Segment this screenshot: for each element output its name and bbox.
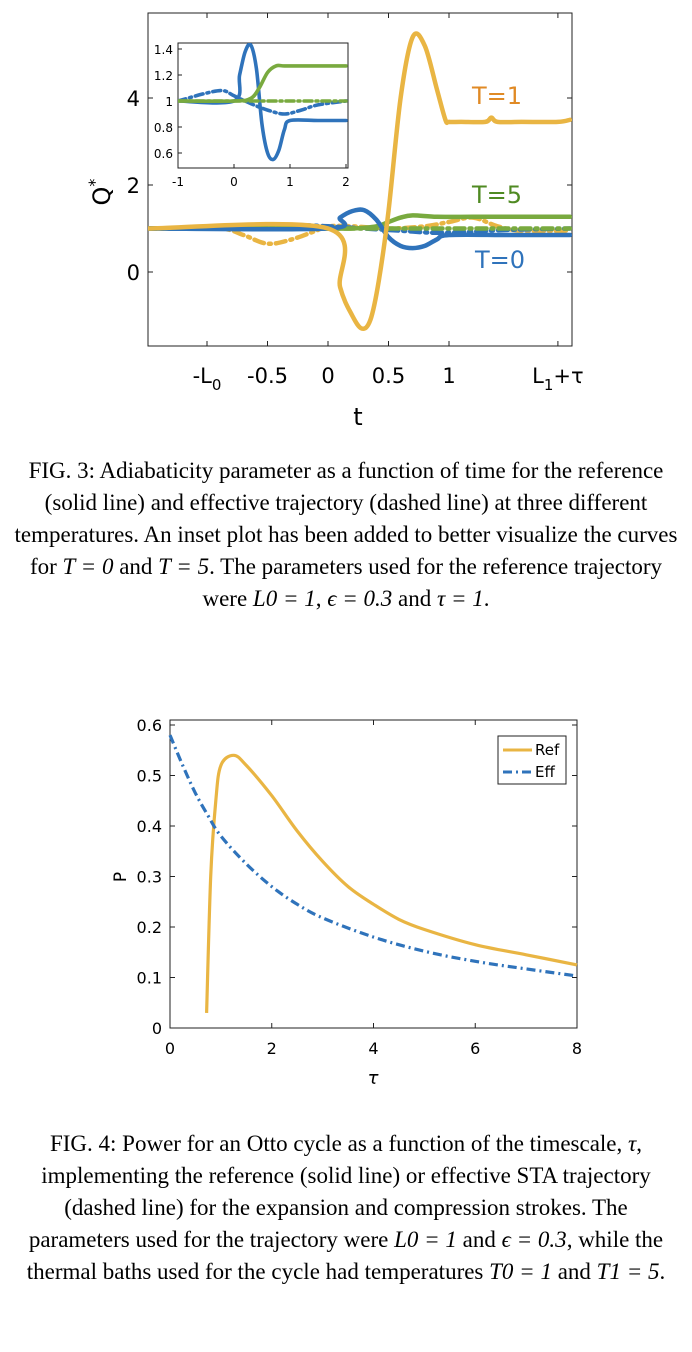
fig3-xtick-label: 1 <box>442 364 455 388</box>
inset-xtick-label: 1 <box>286 175 294 189</box>
legend-eff-label: Eff <box>535 763 555 781</box>
fig4-xtick-label: 4 <box>368 1039 378 1058</box>
fig3-xtick-label: -0.5 <box>247 364 288 388</box>
inset-series-T0-dashed <box>178 88 348 116</box>
fig4-xtick-label: 8 <box>572 1039 582 1058</box>
fig3-plot-frame <box>147 12 573 347</box>
fig3-series-T0-solid <box>148 207 572 251</box>
inset-ytick-label: 0.8 <box>154 121 173 135</box>
inset-xtick-label: 0 <box>230 175 238 189</box>
fig4-xlabel: τ <box>368 1068 379 1089</box>
fig3-xtick-label: L1+τ <box>532 364 584 394</box>
fig3-ylabel-sup: * <box>85 179 104 187</box>
fig3-ytick-label: 2 <box>127 174 140 198</box>
fig3-caption: FIG. 3: Adiabaticity parameter as a func… <box>14 458 678 611</box>
inset-series-T5-solid <box>178 63 348 103</box>
fig4-series-eff <box>168 734 578 978</box>
inset-series-T0-solid <box>178 43 348 162</box>
fig4-caption: FIG. 4: Power for an Otto cycle as a fun… <box>26 1131 666 1284</box>
fig4-legend: Ref Eff <box>497 735 567 785</box>
inset-ytick-label: 1 <box>165 95 173 109</box>
inset-ytick-label: 0.6 <box>154 147 173 161</box>
fig4-xtick-label: 6 <box>470 1039 480 1058</box>
fig3-xtick-label: -L0 <box>193 364 222 394</box>
fig4-xtick-label: 2 <box>267 1039 277 1058</box>
fig3-ytick-label: 4 <box>127 87 140 111</box>
fig4-ytick-label: 0.5 <box>137 767 162 786</box>
fig4-ytick-label: 0.2 <box>137 918 162 937</box>
fig4-ylabel: P <box>111 872 131 882</box>
fig4-xtick-label: 0 <box>165 1039 175 1058</box>
fig4-ytick-label: 0 <box>152 1019 162 1038</box>
fig3-xtick-label: 0.5 <box>372 364 405 388</box>
label-t5: T=5 <box>471 181 522 209</box>
fig4-ytick-label: 0.4 <box>137 817 162 836</box>
fig3-chart: 024 -L0 -0.5 0 0.5 1 L1+τ 0.60.811.21.4-1 0 1 2 … <box>85 12 584 431</box>
fig4-ytick-label: 0.1 <box>137 969 162 988</box>
inset-ytick-label: 1.2 <box>154 69 173 83</box>
inset-frame <box>177 42 349 169</box>
fig4-ytick-label: 0.3 <box>137 868 162 887</box>
inset-ytick-label: 1.4 <box>154 43 173 57</box>
inset-xtick-label: -1 <box>172 175 184 189</box>
fig3-ytick-label: 0 <box>127 261 140 285</box>
fig3-xlabel: t <box>353 403 362 431</box>
label-t0: T=0 <box>474 246 525 274</box>
label-t1: T=1 <box>471 82 522 110</box>
fig4-chart: 0 0.1 0.2 0.3 0.4 0.5 0.6 0 2 4 6 8 Ref Eff P τ <box>111 716 582 1089</box>
fig3-xtick-label: 0 <box>321 364 334 388</box>
fig3-ylabel: Q* <box>85 179 116 206</box>
inset-xtick-label: 2 <box>342 175 350 189</box>
fig3-series-T1-solid <box>148 31 572 331</box>
fig4-series-ref <box>205 753 578 1013</box>
legend-ref-label: Ref <box>535 741 560 759</box>
fig4-ytick-label: 0.6 <box>137 716 162 735</box>
